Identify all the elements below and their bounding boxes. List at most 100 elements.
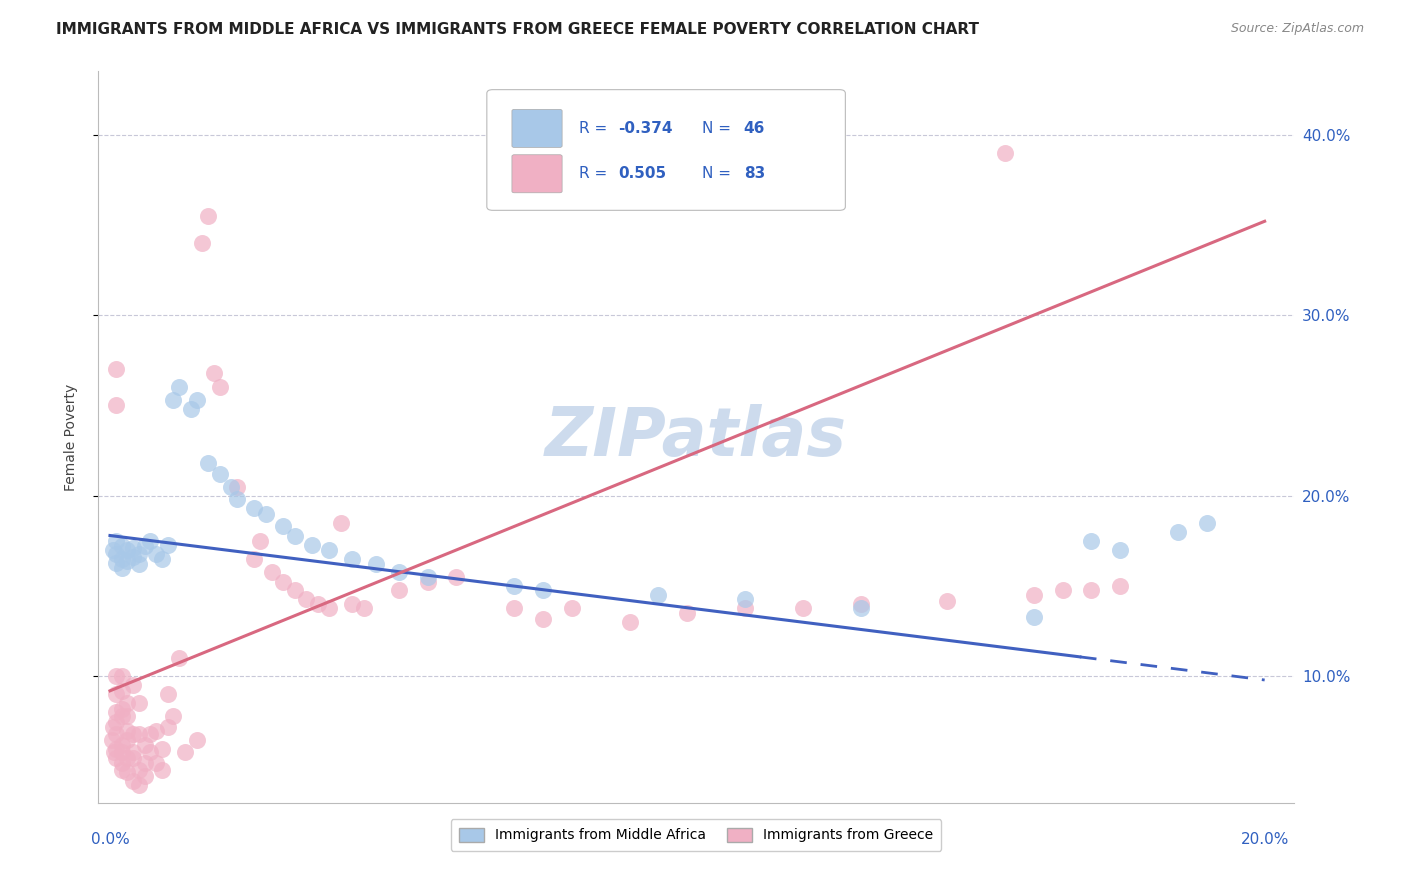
Point: [104, 669, 127, 683]
Point: [104, 741, 127, 756]
Point: [150, 552, 173, 566]
Point: [150, 764, 173, 778]
Text: N =: N =: [702, 121, 735, 136]
Point: [122, 745, 145, 759]
Point: [104, 706, 127, 720]
Point: [208, 467, 231, 482]
Point: [145, 756, 167, 770]
Y-axis label: Female Poverty: Female Poverty: [63, 384, 77, 491]
Text: ZIPatlas: ZIPatlas: [546, 404, 846, 470]
Point: [139, 533, 162, 548]
Point: [122, 541, 145, 556]
Point: [531, 582, 554, 597]
Point: [110, 756, 132, 770]
Point: [110, 561, 132, 575]
Point: [318, 543, 340, 558]
Point: [104, 362, 127, 376]
Point: [1167, 524, 1189, 539]
Point: [122, 678, 145, 692]
Point: [219, 480, 242, 494]
FancyBboxPatch shape: [512, 110, 562, 147]
Text: R =: R =: [579, 166, 612, 181]
Point: [254, 507, 277, 521]
Point: [186, 732, 208, 747]
Text: 20.0%: 20.0%: [1240, 832, 1289, 847]
Point: [117, 543, 139, 558]
Point: [446, 570, 468, 584]
Point: [110, 669, 132, 683]
Point: [104, 399, 127, 413]
Point: [100, 732, 122, 747]
Point: [226, 492, 249, 507]
Point: [353, 600, 375, 615]
Point: [117, 732, 139, 747]
Point: [162, 392, 184, 407]
Point: [134, 738, 156, 752]
Point: [1022, 588, 1045, 602]
Point: [561, 600, 583, 615]
Point: [167, 651, 190, 665]
Point: [186, 392, 208, 407]
Point: [1080, 582, 1102, 597]
Text: Source: ZipAtlas.com: Source: ZipAtlas.com: [1230, 22, 1364, 36]
Point: [531, 611, 554, 625]
Point: [191, 235, 214, 250]
Point: [139, 727, 162, 741]
Text: R =: R =: [579, 121, 612, 136]
Point: [271, 519, 294, 533]
Point: [122, 550, 145, 565]
Point: [249, 533, 271, 548]
Point: [1080, 533, 1102, 548]
Text: IMMIGRANTS FROM MIDDLE AFRICA VS IMMIGRANTS FROM GREECE FEMALE POVERTY CORRELATI: IMMIGRANTS FROM MIDDLE AFRICA VS IMMIGRA…: [56, 22, 979, 37]
Point: [197, 209, 219, 223]
Point: [101, 720, 124, 734]
Point: [134, 756, 156, 770]
Point: [1109, 579, 1132, 593]
Point: [202, 366, 225, 380]
Point: [117, 554, 139, 568]
Point: [117, 697, 139, 711]
Point: [110, 552, 132, 566]
Point: [936, 593, 959, 607]
Point: [295, 591, 318, 606]
Point: [503, 579, 526, 593]
Point: [284, 528, 307, 542]
Point: [134, 769, 156, 783]
Legend: Immigrants from Middle Africa, Immigrants from Greece: Immigrants from Middle Africa, Immigrant…: [450, 819, 942, 851]
Point: [792, 600, 814, 615]
Text: 0.0%: 0.0%: [90, 832, 129, 847]
Point: [388, 565, 411, 579]
Point: [128, 697, 150, 711]
Point: [117, 750, 139, 764]
Point: [122, 727, 145, 741]
Point: [122, 774, 145, 789]
Point: [104, 556, 127, 570]
Point: [503, 600, 526, 615]
Point: [849, 600, 872, 615]
Point: [104, 533, 127, 548]
Point: [117, 765, 139, 780]
FancyBboxPatch shape: [512, 154, 562, 193]
Point: [128, 727, 150, 741]
Point: [104, 688, 127, 702]
Point: [174, 745, 197, 759]
Text: -0.374: -0.374: [619, 121, 673, 136]
Point: [226, 480, 249, 494]
Point: [676, 606, 699, 620]
Point: [145, 723, 167, 738]
Point: [128, 764, 150, 778]
Point: [329, 516, 352, 530]
Point: [994, 145, 1017, 160]
Point: [243, 552, 266, 566]
Point: [117, 709, 139, 723]
Point: [849, 597, 872, 611]
Point: [110, 683, 132, 698]
Point: [139, 745, 162, 759]
Point: [167, 380, 190, 394]
Point: [307, 597, 329, 611]
Point: [104, 714, 127, 729]
Point: [110, 539, 132, 553]
Point: [388, 582, 411, 597]
Point: [364, 558, 387, 572]
Point: [110, 702, 132, 716]
